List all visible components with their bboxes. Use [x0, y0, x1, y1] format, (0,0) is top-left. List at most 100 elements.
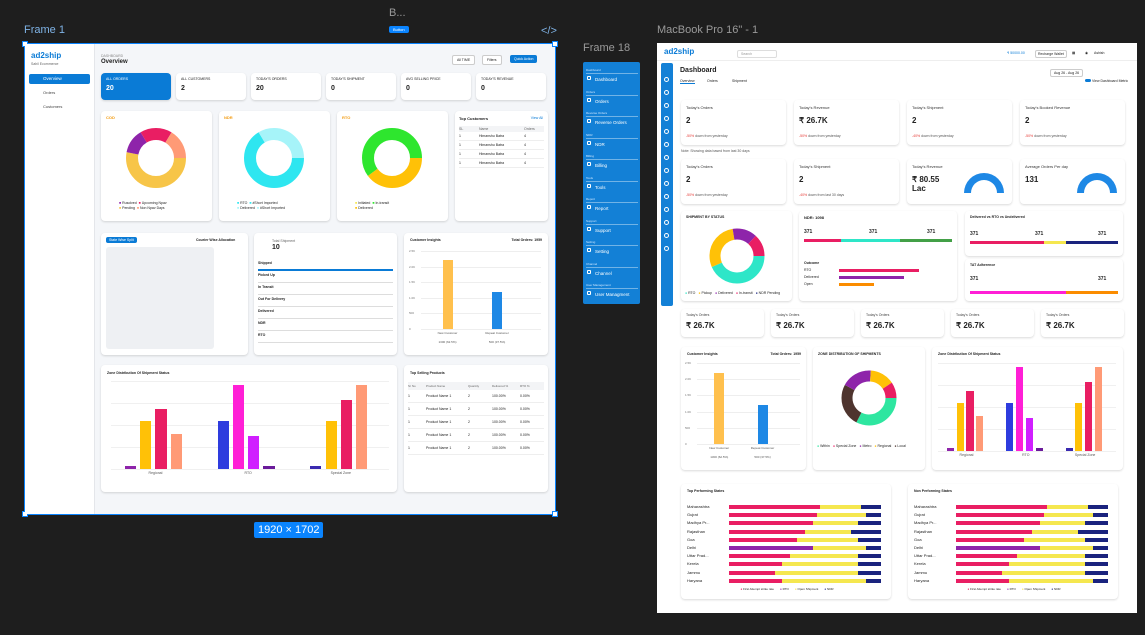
nav-icon: [587, 162, 591, 166]
y-tick: 500: [409, 311, 415, 316]
frame-b-label[interactable]: B...: [389, 7, 406, 19]
table-row[interactable]: 1 Product Name 1 2 100.00% 0.00%: [408, 442, 544, 455]
frame18-nav-item[interactable]: Report: [595, 206, 609, 211]
frame18-nav-item[interactable]: NDR: [595, 141, 605, 147]
stat-card[interactable]: TODAY'S REVENUE 0: [476, 73, 546, 100]
stat-card[interactable]: AVG SELLING PRICE 0: [401, 73, 471, 100]
state-row[interactable]: Goa: [914, 536, 1114, 544]
tab-courier-wise[interactable]: Courier Wise Allocation: [196, 238, 236, 242]
frame18-label[interactable]: Frame 18: [583, 42, 631, 54]
state-row[interactable]: Rajasthan: [914, 528, 1114, 536]
state-row[interactable]: Gujrat: [914, 511, 1114, 519]
mb-date-filter[interactable]: Aug 26 - Aug 26: [1050, 69, 1084, 77]
mb-icon-rail: [661, 63, 673, 306]
nav-overview[interactable]: Overview: [29, 74, 90, 84]
rail-icon[interactable]: [664, 233, 669, 238]
frame1[interactable]: ad2ship Sahil Ecommerce Overview Orders …: [22, 41, 558, 517]
frame-b-badge[interactable]: Button: [389, 26, 409, 33]
frame18-nav-item[interactable]: Support: [595, 227, 611, 233]
state-row[interactable]: Uttar Prad...: [914, 552, 1114, 560]
view-all-link[interactable]: View All: [530, 116, 543, 120]
nav-customers[interactable]: Customers: [43, 104, 63, 109]
filter-button[interactable]: Filters: [482, 55, 502, 65]
frame18-nav-item[interactable]: Orders: [595, 98, 609, 104]
mb-search-input[interactable]: Search: [737, 50, 777, 58]
rail-icon[interactable]: [664, 220, 669, 225]
stat-card[interactable]: ALL CUSTOMERS 2: [176, 73, 246, 100]
rail-icon[interactable]: [664, 103, 669, 108]
tab-state-wise[interactable]: State Wise Split: [106, 237, 137, 243]
state-row[interactable]: Goa: [687, 536, 887, 544]
rail-icon[interactable]: [664, 168, 669, 173]
table-row[interactable]: 1 Product Name 1 2 100.00% 0.00%: [408, 403, 544, 416]
shipment-status-row: RTO: [258, 331, 393, 343]
date-button[interactable]: All TIME: [452, 55, 476, 65]
mb-tab-overview[interactable]: Overview: [680, 79, 695, 84]
grid-icon[interactable]: ▦: [1072, 51, 1076, 55]
state-row[interactable]: Madhya Pr...: [687, 519, 887, 527]
frame18-nav-item[interactable]: User Managment: [595, 292, 630, 297]
stat-card[interactable]: TODAY'S ORDERS 20: [251, 73, 321, 100]
bar-sublabel: 1300 (62.5%): [710, 455, 729, 459]
state-row[interactable]: Jammu: [914, 569, 1114, 577]
state-row[interactable]: Haryana: [914, 577, 1114, 585]
frame18-nav-item[interactable]: Reverse Orders: [595, 120, 627, 125]
state-row[interactable]: Delhi: [914, 544, 1114, 552]
state-row[interactable]: Maharashtra: [914, 503, 1114, 511]
frame1-label[interactable]: Frame 1: [24, 24, 65, 36]
table-row[interactable]: 1 Himanshu Batra 4: [459, 141, 544, 150]
quick-action-button[interactable]: Quick Action: [510, 55, 538, 63]
recharge-button[interactable]: Recharge Wallet: [1035, 50, 1067, 58]
rail-icon[interactable]: [664, 77, 669, 82]
metric-toggle[interactable]: View Dashboard Metric: [1085, 79, 1128, 83]
rail-icon[interactable]: [664, 90, 669, 95]
rail-icon[interactable]: [664, 129, 669, 134]
zone-group-label: Special Zone: [1074, 453, 1096, 457]
stat-label: ALL CUSTOMERS: [181, 77, 211, 81]
state-row[interactable]: Kerela: [687, 560, 887, 568]
table-row[interactable]: 1 Himanshu Batra 4: [459, 159, 544, 168]
state-row[interactable]: Rajasthan: [687, 528, 887, 536]
frame18-nav-item[interactable]: Tools: [595, 184, 606, 190]
state-row[interactable]: Delhi: [687, 544, 887, 552]
rail-icon[interactable]: [664, 207, 669, 212]
user-name[interactable]: Ashish: [1094, 51, 1105, 55]
rail-icon[interactable]: [664, 142, 669, 147]
stat-card[interactable]: ALL ORDERS 20: [101, 73, 171, 100]
frame18-nav-item[interactable]: Channel: [595, 270, 612, 276]
frame18-nav-item[interactable]: Dashboard: [595, 77, 618, 82]
macbook-label[interactable]: MacBook Pro 16" - 1: [657, 24, 759, 36]
stat-card[interactable]: TODAY'S SHIPMENT 0: [326, 73, 396, 100]
rail-icon[interactable]: [664, 116, 669, 121]
table-row[interactable]: 1 Himanshu Batra 4: [459, 132, 544, 141]
mb-tab-shipment[interactable]: Shipment: [732, 79, 747, 83]
state-row[interactable]: Maharashtra: [687, 503, 887, 511]
mb-tab-orders[interactable]: Orders: [707, 79, 718, 83]
nav-icon: [587, 291, 591, 295]
rail-icon[interactable]: [664, 246, 669, 251]
state-row[interactable]: Jammu: [687, 569, 887, 577]
rail-icon[interactable]: [664, 194, 669, 199]
table-row[interactable]: 1 Product Name 1 2 100.00% 0.00%: [408, 390, 544, 403]
state-row[interactable]: Gujrat: [687, 511, 887, 519]
state-row[interactable]: Kerela: [914, 560, 1114, 568]
zone-bar: [217, 420, 229, 469]
bar-label: New Customer: [437, 331, 458, 335]
code-icon[interactable]: </>: [541, 25, 557, 37]
frame18-nav-item[interactable]: Setting: [595, 249, 610, 254]
size-badge[interactable]: 1920 × 1702: [254, 522, 324, 538]
rail-icon[interactable]: [664, 181, 669, 186]
state-row[interactable]: Uttar Prad...: [687, 552, 887, 560]
table-row[interactable]: 1 Himanshu Batra 4: [459, 150, 544, 159]
y-tick: 1.0K: [685, 409, 692, 414]
table-row[interactable]: 1 Product Name 1 2 100.00% 0.00%: [408, 429, 544, 442]
nav-orders[interactable]: Orders: [43, 90, 56, 95]
table-row[interactable]: 1 Product Name 1 2 100.00% 0.00%: [408, 416, 544, 429]
frame18-nav-item[interactable]: Billing: [595, 163, 608, 168]
bell-icon[interactable]: ◉: [1085, 51, 1089, 55]
state-row[interactable]: Madhya Pr...: [914, 519, 1114, 527]
small-metric-card: Today's Orders ₹ 26.7K: [861, 309, 944, 337]
state-row[interactable]: Haryana: [687, 577, 887, 585]
mb-logo: ad2ship: [664, 47, 695, 56]
rail-icon[interactable]: [664, 155, 669, 160]
